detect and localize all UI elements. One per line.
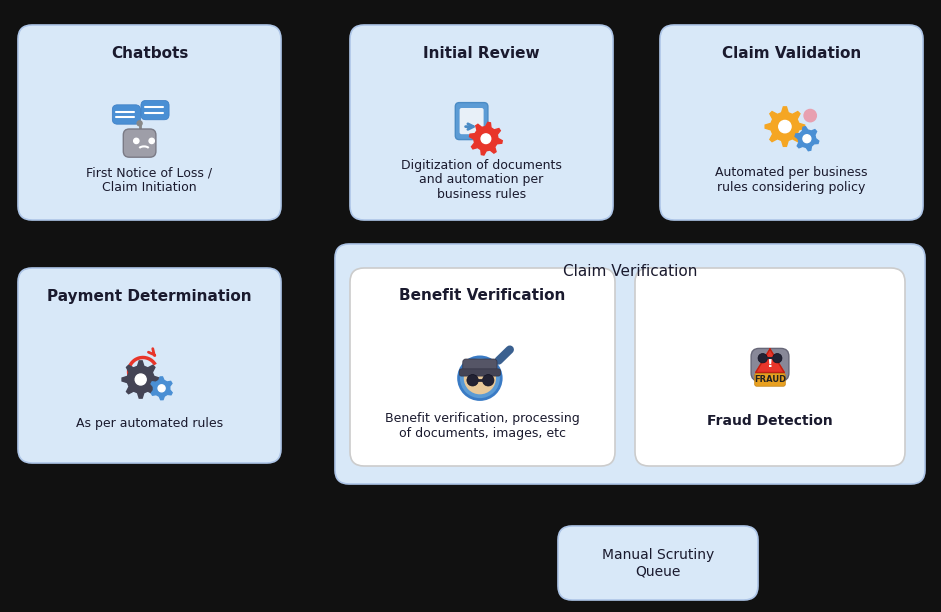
Circle shape [481, 134, 491, 144]
FancyBboxPatch shape [751, 348, 789, 381]
Text: !: ! [767, 356, 774, 370]
Circle shape [779, 121, 791, 133]
Text: Chatbots: Chatbots [111, 45, 188, 61]
Polygon shape [122, 361, 159, 398]
Text: Claim Validation: Claim Validation [722, 45, 861, 61]
FancyBboxPatch shape [141, 100, 169, 120]
Circle shape [773, 354, 782, 363]
FancyBboxPatch shape [635, 268, 905, 466]
FancyBboxPatch shape [459, 108, 484, 134]
Circle shape [158, 385, 165, 392]
Circle shape [149, 138, 154, 144]
FancyBboxPatch shape [558, 526, 758, 600]
Polygon shape [765, 107, 805, 146]
FancyBboxPatch shape [335, 244, 925, 484]
Circle shape [136, 374, 146, 385]
FancyBboxPatch shape [463, 359, 497, 372]
Circle shape [137, 121, 142, 126]
Text: Automated per business
rules considering policy: Automated per business rules considering… [715, 166, 868, 194]
FancyBboxPatch shape [350, 25, 613, 220]
FancyBboxPatch shape [459, 369, 501, 376]
Circle shape [483, 375, 494, 386]
Text: Initial Review: Initial Review [423, 45, 540, 61]
Text: FRAUD: FRAUD [754, 375, 786, 384]
Text: Benefit verification, processing
of documents, images, etc: Benefit verification, processing of docu… [385, 412, 580, 440]
Circle shape [803, 135, 811, 143]
Text: Benefit Verification: Benefit Verification [399, 288, 566, 304]
Polygon shape [756, 349, 784, 373]
Text: Manual Scrutiny
Queue: Manual Scrutiny Queue [602, 548, 714, 578]
Circle shape [464, 362, 496, 394]
FancyBboxPatch shape [112, 105, 140, 124]
FancyBboxPatch shape [123, 129, 156, 157]
Polygon shape [470, 122, 502, 155]
Circle shape [804, 110, 817, 122]
Circle shape [134, 138, 139, 144]
Circle shape [458, 357, 502, 400]
Circle shape [467, 375, 478, 386]
Text: First Notice of Loss /
Claim Initiation: First Notice of Loss / Claim Initiation [87, 166, 213, 194]
FancyBboxPatch shape [18, 25, 281, 220]
Polygon shape [152, 377, 172, 400]
Polygon shape [795, 127, 819, 151]
FancyBboxPatch shape [660, 25, 923, 220]
Text: Fraud Detection: Fraud Detection [707, 414, 833, 428]
Text: Digitization of documents
and automation per
business rules: Digitization of documents and automation… [401, 159, 562, 201]
Text: As per automated rules: As per automated rules [76, 417, 223, 430]
Text: Payment Determination: Payment Determination [47, 288, 252, 304]
FancyBboxPatch shape [755, 373, 786, 386]
FancyBboxPatch shape [455, 103, 487, 140]
Text: Claim Verification: Claim Verification [563, 264, 697, 280]
Circle shape [758, 354, 768, 363]
FancyBboxPatch shape [350, 268, 615, 466]
FancyBboxPatch shape [18, 268, 281, 463]
